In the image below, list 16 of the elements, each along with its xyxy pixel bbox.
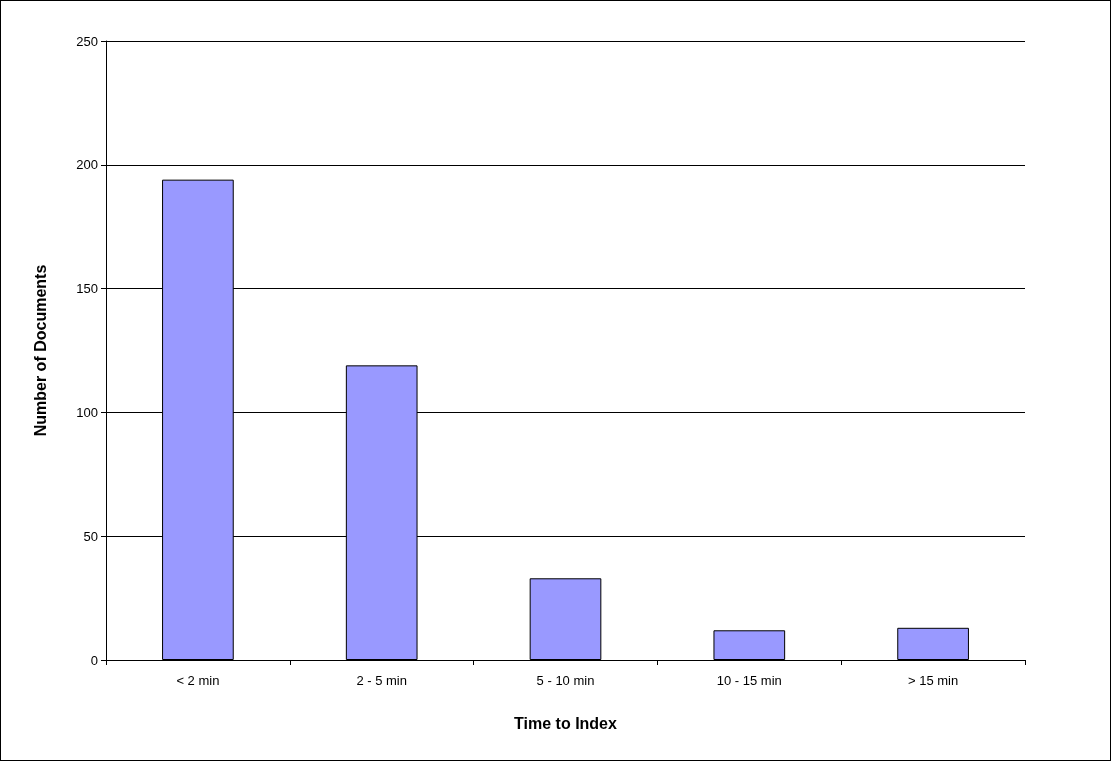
y-axis-title: Number of Documents: [31, 264, 49, 437]
y-tick-label: 200: [76, 157, 98, 173]
y-tick-label: 50: [83, 528, 98, 544]
x-tick-label: 10 - 15 min: [716, 673, 782, 688]
x-tick-label: > 15 min: [907, 673, 959, 688]
x-tick-label: 2 - 5 min: [356, 673, 407, 688]
x-tick-label: < 2 min: [176, 673, 220, 688]
bar: [897, 627, 969, 660]
bar: [713, 630, 786, 660]
y-tick-label: 100: [76, 404, 98, 420]
y-tick-label: 0: [90, 652, 98, 668]
x-axis-title: Time to Index: [514, 714, 618, 732]
bar: [529, 578, 602, 660]
y-tick-label: 150: [76, 281, 98, 297]
y-tick-label: 250: [76, 33, 98, 49]
x-tick-label: 5 - 10 min: [536, 673, 595, 688]
